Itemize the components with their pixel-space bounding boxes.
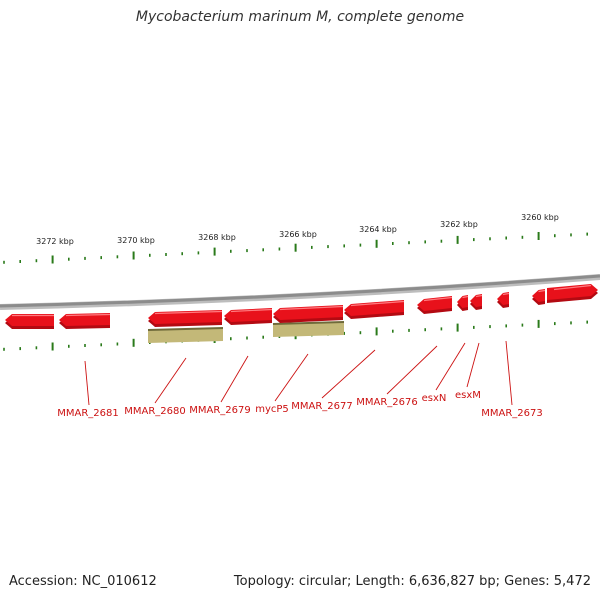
backbone-line <box>0 274 600 308</box>
scale-label: 3272 kbp <box>36 237 74 246</box>
scale-label: 3268 kbp <box>198 233 236 242</box>
gene-highlight <box>462 295 469 299</box>
feature-bar-edge <box>147 327 224 331</box>
gene-highlight <box>65 313 111 317</box>
gene-track <box>5 284 598 329</box>
feature-bar-edge <box>272 321 345 325</box>
label-leader-line <box>321 349 376 399</box>
map-title: Mycobacterium marinum M, complete genome <box>135 9 465 25</box>
scale-label: 3262 kbp <box>440 220 478 229</box>
feature-bar <box>273 322 344 337</box>
scale-labels: 3272 kbp 3270 kbp 3268 kbp 3266 kbp 3264 kbp… <box>36 213 559 246</box>
feature-bar <box>148 328 223 343</box>
gene-label: MMAR_2680 <box>124 406 186 417</box>
label-leader-line <box>84 360 90 406</box>
gene-label: MMAR_2673 <box>481 408 543 419</box>
label-leader-line <box>386 345 438 395</box>
gene-arrow[interactable] <box>5 314 54 326</box>
gene-labels: MMAR_2681 MMAR_2680 MMAR_2679 mycP5 MMAR_267… <box>57 390 543 419</box>
gene-label: MMAR_2681 <box>57 408 119 419</box>
gene-arrow[interactable] <box>547 284 598 300</box>
genome-summary-text: Topology: circular; Length: 6,636,827 bp… <box>233 574 591 589</box>
gene-highlight <box>423 296 453 302</box>
scale-label: 3270 kbp <box>117 236 155 245</box>
gene-arrow[interactable] <box>497 292 509 305</box>
gene-highlight <box>230 308 273 313</box>
gene-highlight <box>279 305 344 311</box>
label-leader-line <box>154 357 187 404</box>
label-leader-line <box>220 355 249 403</box>
gene-highlight <box>154 310 223 315</box>
label-leader-line <box>435 342 466 391</box>
gene-highlight <box>538 289 546 293</box>
gene-highlight <box>502 292 510 296</box>
gene-arrow[interactable] <box>457 295 468 308</box>
label-leader-line <box>505 340 513 406</box>
gene-arrow[interactable] <box>532 289 545 302</box>
gene-highlight <box>475 294 483 298</box>
gene-label: MMAR_2676 <box>356 397 418 408</box>
gene-label: esxN <box>422 393 447 404</box>
label-leaders <box>84 340 513 406</box>
gene-label: mycP5 <box>255 404 289 415</box>
label-leader-line <box>274 353 309 402</box>
scale-label: 3260 kbp <box>521 213 559 222</box>
gene-label: MMAR_2679 <box>189 405 251 416</box>
label-leader-line <box>466 342 480 388</box>
gene-arrow[interactable] <box>59 313 110 326</box>
scale-label: 3266 kbp <box>279 230 317 239</box>
scale-label: 3264 kbp <box>359 225 397 234</box>
gene-highlight <box>350 300 405 307</box>
genome-backbone <box>0 274 600 310</box>
gene-highlight <box>553 284 592 291</box>
gene-arrow[interactable] <box>470 294 482 307</box>
gene-arrow[interactable] <box>344 300 404 316</box>
scale-ticks-outer <box>3 232 589 264</box>
feature-track <box>147 321 345 343</box>
gene-label: MMAR_2677 <box>291 401 353 412</box>
accession-text: Accession: NC_010612 <box>9 574 157 589</box>
gene-label: esxM <box>455 390 481 401</box>
